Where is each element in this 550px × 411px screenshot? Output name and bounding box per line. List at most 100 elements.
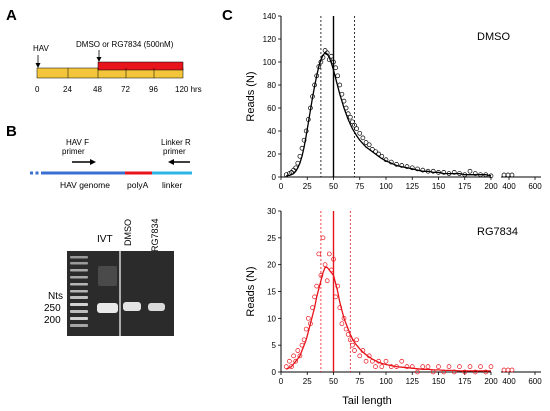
ladder-band <box>70 303 88 306</box>
data-point <box>420 364 426 369</box>
x-tick-label: 600 <box>528 182 542 191</box>
data-point <box>303 326 309 332</box>
data-point <box>409 165 415 171</box>
data-point <box>333 294 338 300</box>
data-point <box>324 278 330 284</box>
ladder-band <box>70 276 88 279</box>
data-point <box>350 119 355 125</box>
timeline-tick-label: 72 <box>121 85 130 94</box>
timeline-treat-bar <box>97 61 184 71</box>
x-tick-label: 125 <box>406 182 420 191</box>
ladder-band <box>70 262 88 265</box>
data-point <box>316 251 322 257</box>
data-point <box>467 364 473 369</box>
data-point <box>320 235 326 241</box>
data-point <box>293 358 299 364</box>
ladder-band <box>70 324 88 327</box>
data-point <box>478 364 483 369</box>
x-tick-label: 100 <box>379 377 393 386</box>
dmso-band <box>123 302 141 311</box>
y-tick-label: 140 <box>263 12 277 21</box>
x-tick-label: 100 <box>379 182 393 191</box>
data-point <box>366 142 372 148</box>
data-point <box>352 348 357 353</box>
y-tick-label: 0 <box>272 173 277 182</box>
data-point <box>457 364 462 369</box>
data-point <box>488 364 494 369</box>
data-point <box>363 358 369 364</box>
y-tick-label: 0 <box>272 368 277 377</box>
primer-f-line1: HAV F <box>66 138 89 147</box>
data-point <box>446 364 452 369</box>
data-point <box>472 369 478 375</box>
polya-label: polyA <box>127 180 149 190</box>
data-point <box>314 283 320 289</box>
treatment-arrowhead <box>96 57 102 62</box>
data-point <box>354 126 359 132</box>
data-point <box>295 348 301 353</box>
primer-r-arrowhead <box>168 159 174 165</box>
data-point <box>383 358 389 364</box>
y-tick-label: 20 <box>267 150 276 159</box>
data-point <box>501 172 507 178</box>
data-point <box>329 53 334 59</box>
y-axis-label: Reads (N) <box>245 266 257 316</box>
data-point <box>335 73 341 79</box>
gel-image: IVT DMSO RG7834 Nts 250 200 <box>44 218 174 336</box>
x-tick-label: 175 <box>458 182 472 191</box>
data-point <box>379 364 385 369</box>
x-tick-label: 0 <box>279 182 284 191</box>
timeline-tick-label: 120 hrs <box>175 85 202 94</box>
ivt-band <box>97 303 118 313</box>
y-tick-label: 30 <box>267 207 276 216</box>
x-axis-label: Tail length <box>342 395 392 407</box>
data-point <box>505 172 511 178</box>
data-point <box>404 164 410 169</box>
ladder-band <box>70 310 88 313</box>
data-point <box>399 358 405 364</box>
ladder-band <box>70 290 88 293</box>
treatment-label: DMSO or RG7834 (500nM) <box>76 40 174 49</box>
data-point <box>415 166 420 172</box>
data-point <box>467 168 473 174</box>
ladder-band <box>70 256 88 259</box>
data-point <box>430 168 436 174</box>
y-tick-label: 20 <box>267 261 276 270</box>
x-tick-label: 125 <box>406 377 420 386</box>
data-point <box>373 364 378 369</box>
y-tick-label: 15 <box>267 288 276 297</box>
data-point <box>283 172 289 178</box>
nts-label: Nts <box>48 291 63 302</box>
x-tick-label: 175 <box>458 377 472 386</box>
data-point <box>501 367 507 373</box>
data-point <box>441 170 447 175</box>
ladder-band <box>70 317 88 320</box>
x-tick-label: 50 <box>329 377 338 386</box>
data-point <box>333 65 338 71</box>
lane-label-ivt: IVT <box>97 234 113 245</box>
panel-b-letter: B <box>6 123 17 140</box>
data-point <box>297 353 303 359</box>
x-tick-label: 50 <box>329 182 338 191</box>
x-tick-label: 400 <box>502 182 516 191</box>
data-point <box>347 114 353 120</box>
data-point <box>354 337 359 343</box>
lane-label-rg7834: RG7834 <box>150 218 160 252</box>
timeline-tick-label: 0 <box>35 85 40 94</box>
dmso-chart: 0 20 40 60 80 100 120 140 0 25 50 75 100 125 150 175 200… <box>245 12 542 191</box>
timeline: HAV DMSO or RG7834 (500nM) 0 24 48 72 96… <box>33 40 202 94</box>
timeline-tick-label: 48 <box>93 85 102 94</box>
x-tick-label: 75 <box>355 377 364 386</box>
rg7834-chart: 0 5 10 15 20 25 30 0 25 50 75 100 125 150 175 200 400 600… <box>245 207 542 386</box>
y-axis-label: Reads (N) <box>245 71 257 121</box>
data-point <box>505 367 511 373</box>
timeline-tick-label: 96 <box>149 85 158 94</box>
x-tick-label: 25 <box>303 377 312 386</box>
data-point <box>425 364 431 369</box>
hav-arrowhead <box>35 63 41 68</box>
data-point <box>404 364 410 369</box>
y-tick-label: 10 <box>267 314 276 323</box>
x-tick-label: 25 <box>303 182 312 191</box>
primer-f-line2: primer <box>62 147 85 156</box>
data-point <box>357 353 363 359</box>
